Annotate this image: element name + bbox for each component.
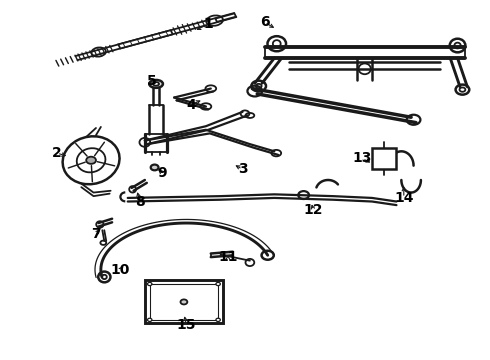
Text: 12: 12 (304, 203, 323, 217)
FancyBboxPatch shape (145, 280, 223, 323)
Text: 11: 11 (218, 250, 238, 264)
Ellipse shape (149, 80, 163, 88)
Ellipse shape (147, 318, 152, 321)
Ellipse shape (216, 318, 220, 321)
Ellipse shape (216, 282, 220, 285)
Text: 9: 9 (157, 166, 167, 180)
Text: 8: 8 (135, 194, 145, 208)
Text: 7: 7 (91, 227, 101, 241)
Text: 15: 15 (176, 318, 196, 332)
Text: 5: 5 (147, 75, 157, 89)
Text: 3: 3 (238, 162, 247, 176)
Ellipse shape (153, 82, 159, 86)
Text: 2: 2 (52, 146, 62, 160)
Text: 13: 13 (353, 152, 372, 166)
Ellipse shape (86, 157, 96, 164)
Text: 10: 10 (111, 263, 130, 276)
Ellipse shape (180, 300, 187, 305)
Polygon shape (118, 30, 172, 49)
FancyBboxPatch shape (150, 284, 218, 320)
Text: 1: 1 (203, 17, 213, 31)
Text: 14: 14 (394, 191, 414, 205)
Polygon shape (216, 13, 236, 22)
Ellipse shape (151, 165, 159, 170)
FancyBboxPatch shape (372, 148, 396, 169)
Text: 4: 4 (186, 98, 196, 112)
Ellipse shape (147, 282, 152, 285)
Text: 6: 6 (260, 15, 270, 29)
